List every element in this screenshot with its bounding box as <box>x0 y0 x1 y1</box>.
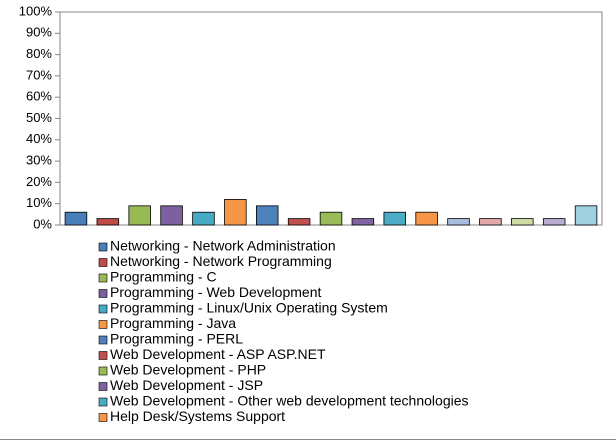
bar <box>287 218 311 226</box>
legend-label: Networking - Network Programming <box>110 253 332 269</box>
legend-label: Web Development - ASP ASP.NET <box>110 346 326 362</box>
y-tick-label: 80% <box>26 46 52 61</box>
legend-label: Web Development - PHP <box>110 362 266 378</box>
legend-label: Programming - PERL <box>110 331 243 347</box>
legend-label: Programming - Web Development <box>110 284 321 300</box>
y-tick-label: 0% <box>33 216 52 231</box>
legend-swatch <box>98 335 108 345</box>
legend-label: Programming - Java <box>110 315 236 331</box>
y-tick-label: 60% <box>26 89 52 104</box>
bar <box>542 218 566 226</box>
legend-swatch <box>98 273 108 283</box>
legend-label: Programming - C <box>110 269 217 285</box>
bar <box>574 205 598 226</box>
bar <box>224 199 247 226</box>
bar <box>511 218 534 226</box>
legend-swatch <box>98 289 108 298</box>
legend-label: Programming - Linux/Unix Operating Syste… <box>110 300 388 316</box>
bar <box>319 211 343 226</box>
y-tick-label: 20% <box>26 174 52 189</box>
bar <box>383 211 407 226</box>
legend-label: Help Desk/Systems Support <box>110 408 285 424</box>
bar <box>128 205 151 226</box>
bar <box>351 218 375 226</box>
y-tick-label: 10% <box>26 195 52 210</box>
bar <box>255 205 279 226</box>
legend-swatch <box>98 382 108 391</box>
y-tick-label: 100% <box>19 3 53 18</box>
legend-label: Web Development - Other web development … <box>110 393 469 409</box>
legend-label: Web Development - JSP <box>110 377 263 393</box>
legend-swatch <box>98 242 108 252</box>
legend-swatch <box>98 304 108 314</box>
y-tick-label: 70% <box>26 67 52 82</box>
y-tick-label: 50% <box>26 110 52 125</box>
bar <box>64 211 88 226</box>
y-tick-label: 40% <box>26 131 52 146</box>
plot-frame <box>59 11 603 226</box>
legend-swatch <box>98 366 108 376</box>
y-tick-label: 90% <box>26 25 52 40</box>
bar <box>479 218 502 226</box>
bar <box>447 218 470 226</box>
y-tick-label: 30% <box>26 153 52 168</box>
bar <box>192 211 215 226</box>
legend-swatch <box>98 258 108 267</box>
legend-swatch <box>98 351 108 360</box>
legend-swatch <box>98 320 108 329</box>
bar <box>415 211 438 226</box>
legend-label: Networking - Network Administration <box>110 238 336 254</box>
legend-swatch <box>98 397 108 407</box>
legend-swatch <box>98 413 108 422</box>
bar <box>160 205 183 226</box>
bar <box>96 218 120 226</box>
